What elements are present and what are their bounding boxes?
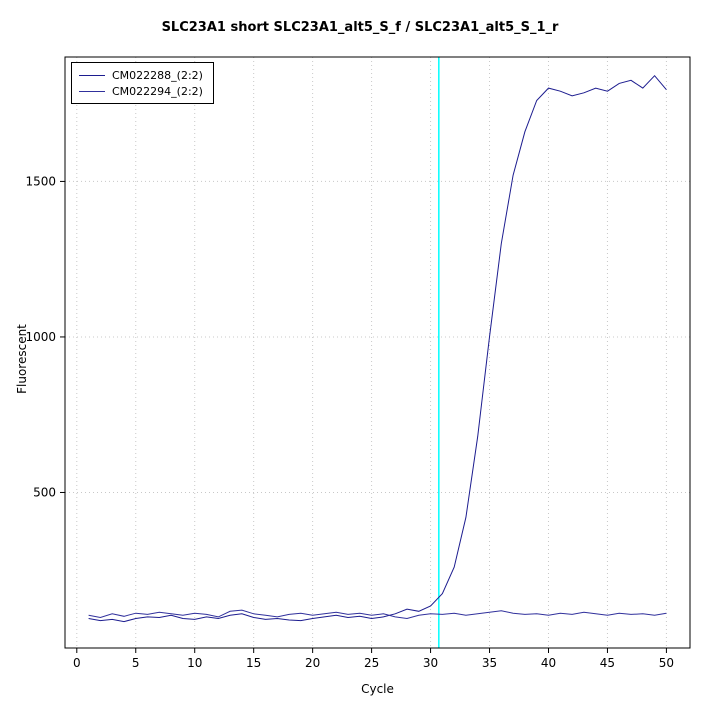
x-tick-label: 35 [482, 656, 497, 670]
legend-item: CM022294_(2:2) [79, 83, 203, 99]
x-tick-label: 0 [73, 656, 81, 670]
y-axis-label: Fluorescent [15, 324, 29, 394]
x-tick-label: 20 [305, 656, 320, 670]
chart-title: SLC23A1 short SLC23A1_alt5_S_f / SLC23A1… [161, 20, 559, 35]
y-tick-label: 1500 [25, 174, 56, 188]
x-tick-label: 40 [541, 656, 556, 670]
legend: CM022288_(2:2) CM022294_(2:2) [71, 62, 214, 104]
plot-border [64, 56, 691, 649]
x-tick-label: 15 [246, 656, 261, 670]
legend-label: CM022294_(2:2) [112, 84, 203, 98]
y-tick-label: 500 [33, 485, 56, 499]
legend-label: CM022288_(2:2) [112, 68, 203, 82]
series-line-icon [79, 74, 105, 76]
y-tick-label: 1000 [25, 330, 56, 344]
x-axis-label: Cycle [361, 682, 394, 696]
x-tick-label: 10 [187, 656, 202, 670]
series-line-icon [79, 90, 105, 92]
legend-item: CM022288_(2:2) [79, 67, 203, 83]
series-line-0 [88, 74, 667, 623]
x-tick-label: 30 [423, 656, 438, 670]
x-tick-label: 50 [659, 656, 674, 670]
series-line-1 [88, 609, 667, 620]
x-tick-label: 25 [364, 656, 379, 670]
x-tick-label: 45 [600, 656, 615, 670]
x-tick-label: 5 [132, 656, 140, 670]
